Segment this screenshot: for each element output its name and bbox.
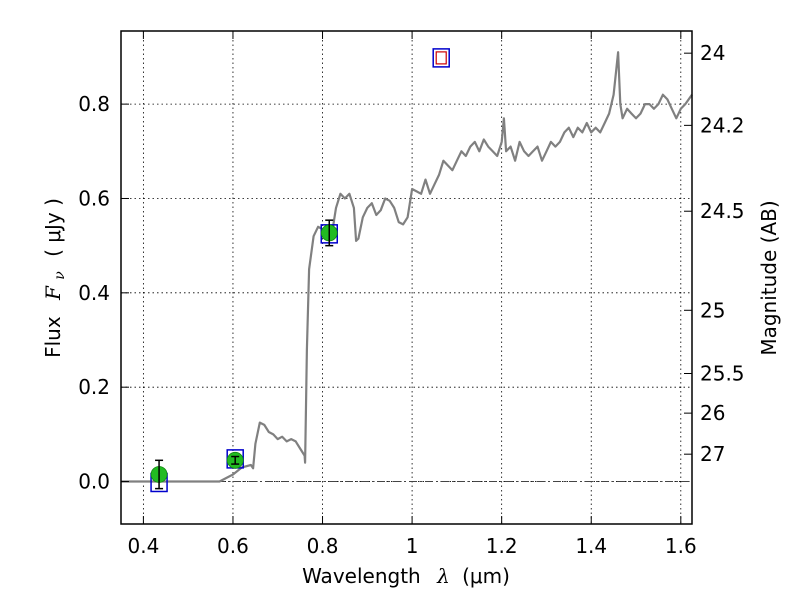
- y-axis-title: Flux F ν ( μJy ): [41, 198, 69, 358]
- right-tick-label: 24.2: [700, 113, 745, 137]
- spectrum-series: [121, 51, 693, 483]
- right-axis-title: Magnitude (AB): [757, 200, 781, 355]
- right-tick-label: 27: [700, 442, 725, 466]
- right-tick-labels: 24 24.2 24.5 25 25.5 26 27: [700, 41, 745, 466]
- upper-limit-outer-square: [432, 48, 450, 68]
- grid-lines: [121, 31, 692, 524]
- photometry-points: [150, 48, 450, 493]
- x-tick-label: 1: [406, 534, 419, 558]
- right-tick-label: 24: [700, 41, 725, 65]
- y-axis-title-symbol: F: [41, 285, 65, 301]
- right-tick-label: 25.5: [700, 362, 745, 386]
- x-axis-title-prefix: Wavelength: [302, 564, 421, 588]
- x-tick-label: 1.6: [665, 534, 697, 558]
- x-tick-label: 0.4: [127, 534, 159, 558]
- axis-ticks: [121, 31, 692, 524]
- y-tick-label: 0.8: [78, 92, 110, 116]
- y-axis-title-subscript: ν: [52, 271, 68, 280]
- x-tick-label: 1.4: [575, 534, 607, 558]
- y-axis-title-prefix: Flux: [41, 316, 65, 358]
- x-tick-label: 0.6: [217, 534, 249, 558]
- x-tick-label: 1.2: [486, 534, 518, 558]
- upper-limit-inner-square: [435, 51, 447, 65]
- spectrum-line: [121, 51, 693, 483]
- y-tick-labels: 0.0 0.2 0.4 0.6 0.8: [78, 92, 110, 493]
- x-tick-label: 0.8: [307, 534, 339, 558]
- y-tick-label: 0.0: [78, 470, 110, 494]
- right-tick-label: 24.5: [700, 199, 745, 223]
- y-tick-label: 0.6: [78, 186, 110, 210]
- x-axis-title-unit: (μm): [462, 564, 510, 588]
- x-tick-labels: 0.4 0.6 0.8 1 1.2 1.4 1.6: [127, 534, 696, 558]
- plot-frame: [120, 30, 693, 525]
- y-tick-label: 0.2: [78, 375, 110, 399]
- x-axis-title: Wavelength λ (μm): [302, 564, 510, 588]
- y-tick-label: 0.4: [78, 281, 110, 305]
- right-tick-label: 25: [700, 298, 725, 322]
- y-axis-title-unit: ( μJy ): [41, 198, 65, 257]
- right-tick-label: 26: [700, 401, 725, 425]
- x-axis-title-symbol: λ: [436, 564, 450, 588]
